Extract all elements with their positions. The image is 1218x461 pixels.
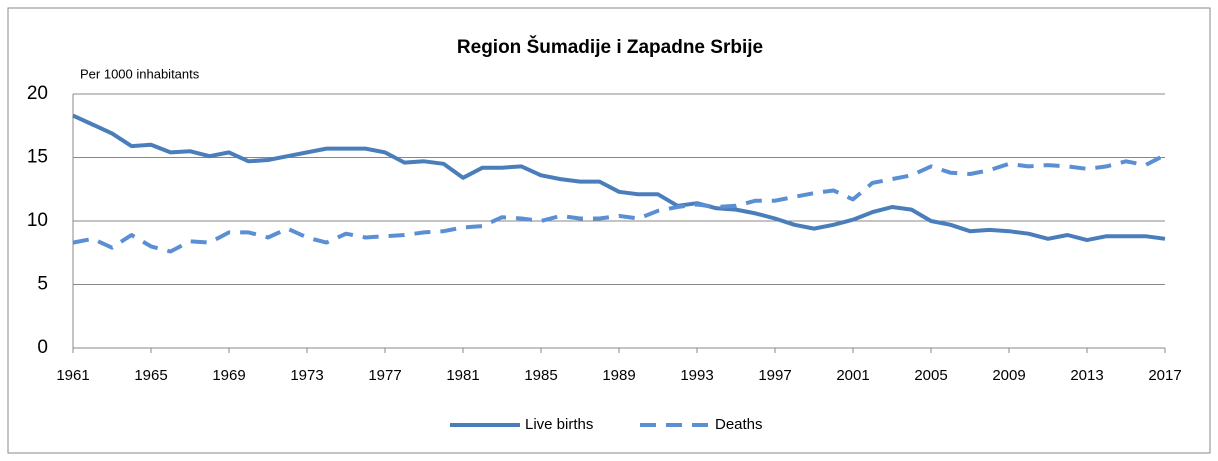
x-tick-label: 2001 [836,367,869,384]
y-tick-label: 10 [27,210,48,231]
x-tick-label: 1981 [446,367,479,384]
series-line [72,153,1166,254]
legend-label: Live births [525,416,593,433]
x-tick-label: 1969 [212,367,245,384]
x-tick-label: 1997 [758,367,791,384]
x-tick-label: 1965 [134,367,167,384]
x-tick-label: 2017 [1148,367,1181,384]
chart-title: Region Šumadije i Zapadne Srbije [457,36,763,58]
x-tick-label: 1989 [602,367,635,384]
series-line [72,113,1166,243]
y-axis-label: Per 1000 inhabitants [80,66,200,81]
x-tick-label: 1993 [680,367,713,384]
y-tick-label: 0 [37,337,48,358]
x-tick-label: 1961 [56,367,89,384]
y-tick-label: 5 [37,274,48,295]
x-tick-label: 1973 [290,367,323,384]
x-tick-label: 2005 [914,367,947,384]
x-tick-label: 1985 [524,367,557,384]
y-tick-label: 20 [27,83,48,104]
x-tick-label: 1977 [368,367,401,384]
x-tick-label: 2009 [992,367,1025,384]
y-tick-label: 15 [27,147,48,168]
x-tick-label: 2013 [1070,367,1103,384]
legend-label: Deaths [715,416,763,433]
